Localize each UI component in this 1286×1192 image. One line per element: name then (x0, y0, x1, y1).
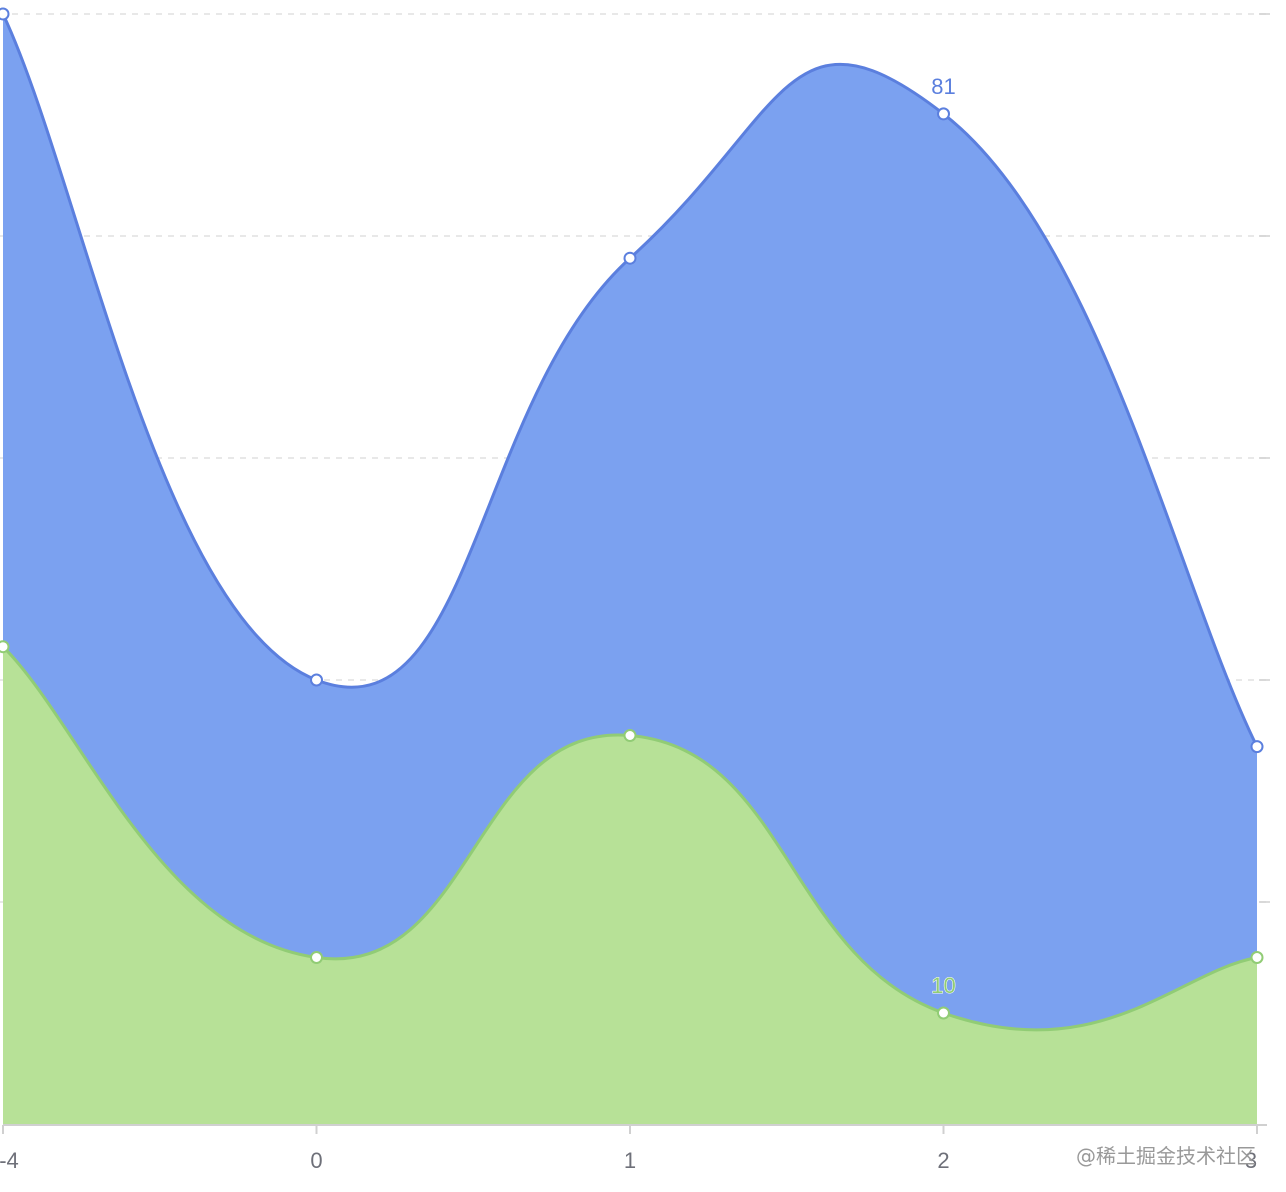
series-1-point (937, 107, 950, 121)
series-0-data-label: 10 (931, 973, 955, 998)
series-0-point (623, 729, 637, 742)
series-1-point (1250, 740, 1264, 754)
series-0-point (0, 640, 10, 654)
series-0-line (1, 645, 1258, 1032)
series-1-data-label: 81 (931, 74, 955, 99)
x-tick-label: 0 (310, 1148, 322, 1173)
series-1-point (623, 251, 637, 265)
series-0-point (937, 1006, 950, 1020)
series-1-area (3, 14, 1257, 1030)
x-tick-label: -4 (0, 1148, 19, 1173)
series-0-area (3, 646, 1257, 1124)
watermark: @稀土掘金技术社区 (1076, 1144, 1256, 1168)
x-tick-label: 1 (624, 1148, 636, 1173)
x-tick-label: 2 (937, 1148, 949, 1173)
series-1-line (1, 13, 1259, 748)
series-1-point (310, 673, 323, 687)
x-tick-label: 3 (1245, 1148, 1257, 1173)
series-0-point (310, 951, 323, 964)
series-1-point (0, 7, 10, 21)
series-0-point (1250, 951, 1264, 964)
